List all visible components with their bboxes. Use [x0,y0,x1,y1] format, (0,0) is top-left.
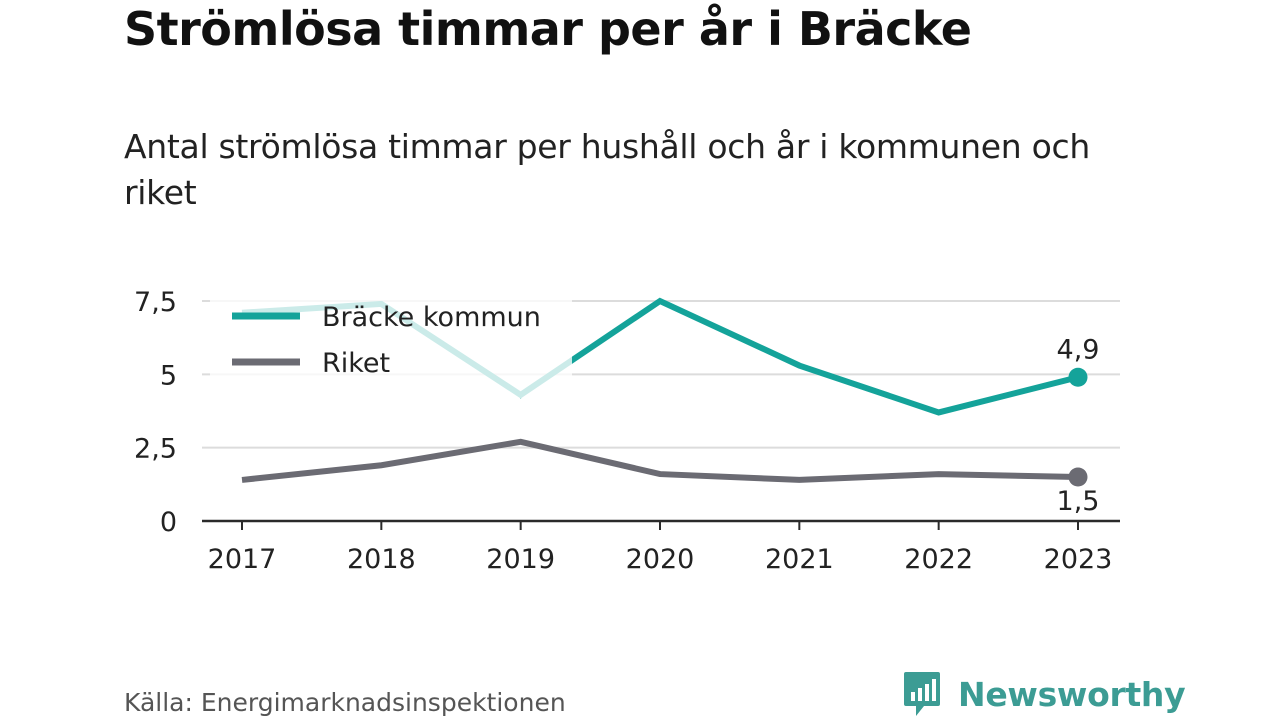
x-tick-label: 2023 [1044,544,1113,575]
data-label: 1,5 [1057,486,1100,517]
end-labels: 4,9 1,5 [1057,334,1100,517]
x-tick-label: 2017 [208,544,277,575]
legend-label: Bräcke kommun [322,302,541,333]
y-tick-label: 5 [160,360,177,391]
x-tick-label: 2020 [626,544,695,575]
newsworthy-logo: Newsworthy [902,670,1186,718]
logo-wordmark: Newsworthy [958,674,1186,714]
y-tick-label: 2,5 [134,434,177,465]
chart-subtitle: Antal strömlösa timmar per hushåll och å… [124,127,1090,212]
y-axis-ticks: 0 2,5 5 7,5 [134,287,177,538]
y-tick-label: 7,5 [134,287,177,318]
x-tick-label: 2021 [765,544,834,575]
chart-title: Strömlösa timmar per år i Bräcke [124,2,972,56]
legend-label: Riket [322,348,390,379]
data-label: 4,9 [1057,334,1100,365]
source-note: Källa: Energimarknadsinspektionen [124,688,566,717]
legend-backdrop [210,286,572,398]
end-point-marker-0 [1068,367,1088,387]
x-axis: 2017 2018 2019 2020 2021 2022 2023 [202,519,1120,575]
x-tick-label: 2018 [347,544,416,575]
bar-chart-speech-bubble-icon [902,670,942,718]
series-line-1 [241,438,1079,483]
end-point-marker-1 [1068,467,1088,487]
y-tick-label: 0 [160,507,177,538]
legend: Bräcke kommun Riket [210,286,572,398]
x-tick-label: 2022 [904,544,973,575]
x-tick-label: 2019 [486,544,555,575]
